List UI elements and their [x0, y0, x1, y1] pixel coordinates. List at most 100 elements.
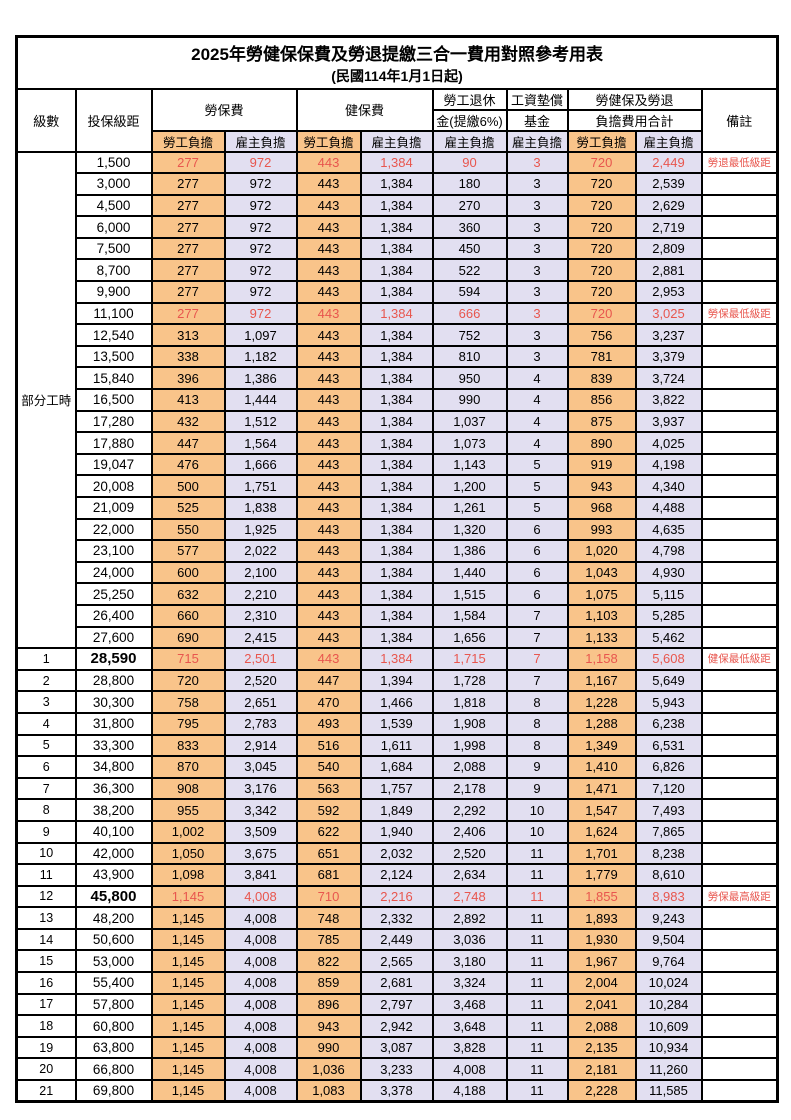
level-cell: 8 — [15, 798, 77, 822]
value-cell: 277 — [150, 172, 226, 196]
table-row: 9,900 277 972 443 1,384 594 3 720 2,953 — [17, 280, 779, 304]
value-cell: 720 — [566, 236, 637, 261]
value-cell: 4 — [505, 388, 569, 412]
table-row: 11 43,900 1,098 3,841 681 2,124 2,634 11 1,779 8,… — [15, 863, 779, 887]
level-cell: 9 — [15, 819, 77, 844]
value-cell: 2,449 — [359, 927, 434, 952]
salary-cell: 34,800 — [74, 755, 153, 779]
value-cell: 443 — [295, 236, 362, 261]
value-cell: 2,651 — [223, 690, 298, 714]
value-cell: 3,324 — [431, 971, 508, 995]
value-cell: 1,384 — [359, 236, 434, 261]
value-cell: 277 — [150, 150, 226, 175]
table-row: 15,840 396 1,386 443 1,384 950 4 839 3,724 — [17, 366, 779, 391]
value-cell: 443 — [295, 323, 362, 347]
value-cell: 4,188 — [431, 1079, 508, 1103]
salary-cell: 23,100 — [74, 539, 153, 563]
value-cell: 5 — [505, 496, 569, 520]
value-cell: 3,822 — [634, 388, 703, 412]
value-cell: 666 — [431, 301, 508, 326]
subheader-wage-fund-employer: 雇主負擔 — [505, 129, 569, 153]
table-row: 17 57,800 1,145 4,008 896 2,797 3,468 11 2,041 10… — [15, 992, 779, 1017]
value-cell: 1,940 — [359, 819, 434, 844]
value-cell: 1,145 — [150, 884, 226, 909]
value-cell: 2,953 — [634, 280, 703, 304]
value-cell: 972 — [223, 215, 298, 239]
remark-cell — [700, 560, 779, 585]
value-cell: 2,809 — [634, 236, 703, 261]
value-cell: 758 — [150, 690, 226, 714]
remark-cell — [700, 215, 779, 239]
value-cell: 1,020 — [566, 539, 637, 563]
level-cell: 21 — [15, 1079, 77, 1103]
remark-cell: 勞保最低級距 — [700, 301, 779, 326]
value-cell: 3,045 — [223, 755, 298, 779]
table-row: 14 50,600 1,145 4,008 785 2,449 3,036 11 1,930 9,… — [15, 927, 779, 952]
table-row: 23,100 577 2,022 443 1,384 1,386 6 1,020 4,798 — [17, 539, 779, 563]
remark-cell — [700, 603, 779, 628]
value-cell: 2,004 — [566, 971, 637, 995]
value-cell: 1,701 — [566, 841, 637, 866]
value-cell: 856 — [566, 388, 637, 412]
value-cell: 525 — [150, 496, 226, 520]
value-cell: 4,008 — [431, 1057, 508, 1082]
value-cell: 6 — [505, 517, 569, 542]
value-cell: 756 — [566, 323, 637, 347]
salary-cell: 22,000 — [74, 517, 153, 542]
value-cell: 720 — [150, 668, 226, 693]
remark-cell: 健保最低級距 — [700, 647, 779, 671]
value-cell: 7,493 — [634, 798, 703, 822]
value-cell: 4,488 — [634, 496, 703, 520]
value-cell: 5 — [505, 452, 569, 477]
value-cell: 3,087 — [359, 1035, 434, 1060]
value-cell: 1,384 — [359, 301, 434, 326]
value-cell: 1,471 — [566, 776, 637, 801]
title-row: 2025年勞健保保費及勞退提繳三合一費用對照參考用表 (民國114年1月1日起) — [15, 35, 779, 90]
value-cell: 3 — [505, 193, 569, 218]
value-cell: 4,008 — [223, 1079, 298, 1103]
value-cell: 1,145 — [150, 1035, 226, 1060]
part-time-group-label: 部分工時 — [15, 150, 77, 650]
remark-cell — [700, 927, 779, 952]
value-cell: 2,292 — [431, 798, 508, 822]
value-cell: 870 — [150, 755, 226, 779]
table-row: 17,280 432 1,512 443 1,384 1,037 4 875 3,937 — [17, 409, 779, 434]
value-cell: 450 — [431, 236, 508, 261]
value-cell: 1,384 — [359, 344, 434, 369]
value-cell: 5,285 — [634, 603, 703, 628]
value-cell: 443 — [295, 582, 362, 606]
value-cell: 8 — [505, 711, 569, 736]
value-cell: 781 — [566, 344, 637, 369]
value-cell: 500 — [150, 474, 226, 498]
value-cell: 1,715 — [431, 647, 508, 671]
value-cell: 720 — [566, 215, 637, 239]
value-cell: 3,468 — [431, 992, 508, 1017]
level-cell: 3 — [15, 690, 77, 714]
remark-cell — [700, 733, 779, 758]
value-cell: 3,176 — [223, 776, 298, 801]
value-cell: 443 — [295, 150, 362, 175]
value-cell: 2,022 — [223, 539, 298, 563]
value-cell: 3,025 — [634, 301, 703, 326]
value-cell: 10,609 — [634, 1014, 703, 1038]
value-cell: 5 — [505, 474, 569, 498]
salary-cell: 31,800 — [74, 711, 153, 736]
value-cell: 443 — [295, 193, 362, 218]
value-cell: 443 — [295, 474, 362, 498]
salary-cell: 57,800 — [74, 992, 153, 1017]
value-cell: 715 — [150, 647, 226, 671]
value-cell: 9 — [505, 755, 569, 779]
value-cell: 720 — [566, 301, 637, 326]
header-row-1: 級數 投保級距 勞保費 健保費 勞工退休 工資墊償 勞健保及勞退 備註 — [15, 87, 779, 153]
salary-cell: 38,200 — [74, 798, 153, 822]
table-row: 19 63,800 1,145 4,008 990 3,087 3,828 11 2,135 10… — [15, 1035, 779, 1060]
value-cell: 993 — [566, 517, 637, 542]
value-cell: 1,849 — [359, 798, 434, 822]
value-cell: 277 — [150, 258, 226, 283]
remark-cell — [700, 971, 779, 995]
table-row: 12 45,800 1,145 4,008 710 2,216 2,748 11 1,855 8,… — [15, 884, 779, 909]
value-cell: 2,719 — [634, 215, 703, 239]
value-cell: 1,386 — [431, 539, 508, 563]
table-row: 8 38,200 955 3,342 592 1,849 2,292 10 1,547 7,493 — [15, 798, 779, 822]
value-cell: 3 — [505, 172, 569, 196]
